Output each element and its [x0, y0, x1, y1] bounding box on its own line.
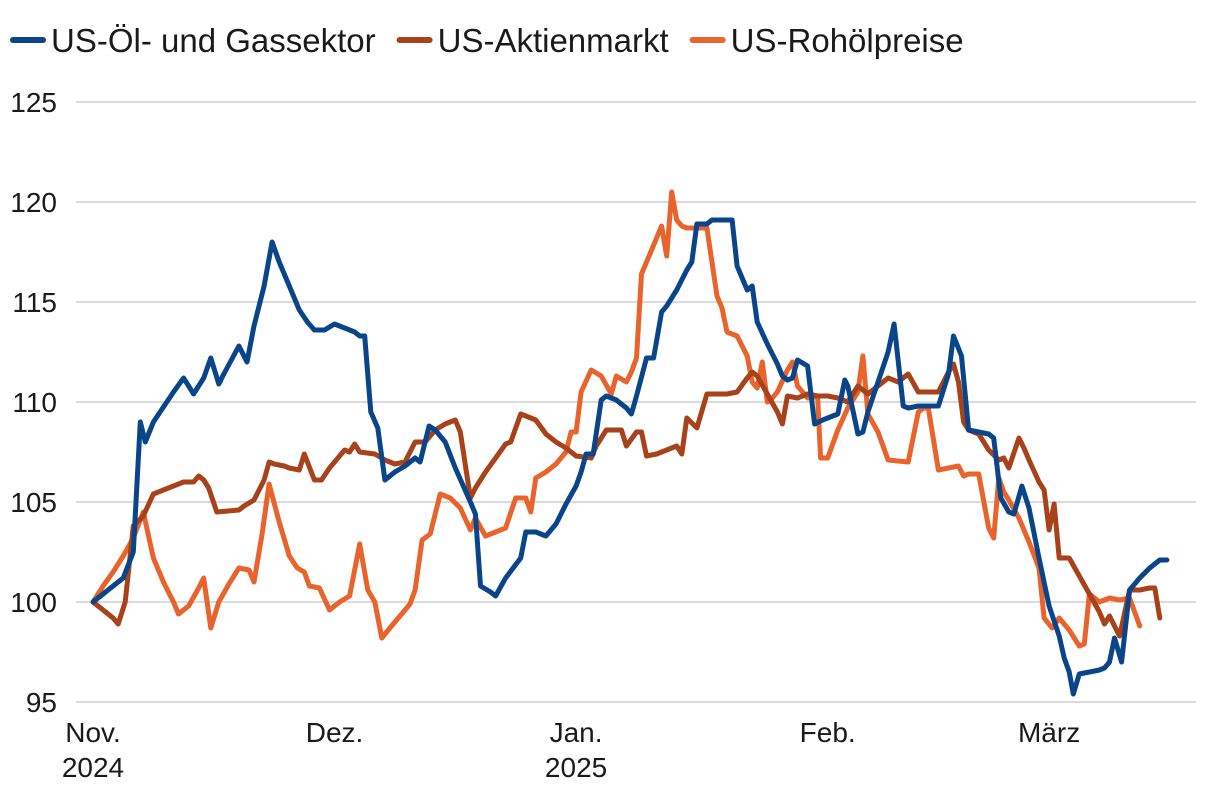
legend-label: US-Rohölpreise	[731, 22, 964, 59]
y-tick-label: 120	[10, 187, 57, 218]
series-line-0	[90, 217, 1170, 697]
y-tick-label: 105	[10, 487, 57, 518]
legend-label: US-Aktienmarkt	[438, 22, 669, 59]
y-gridlines	[76, 101, 1196, 703]
y-tick-label: 110	[12, 387, 57, 418]
x-tick-label: März	[1018, 717, 1080, 748]
x-tick-label: Feb.	[800, 717, 856, 748]
x-axis-tick-labels: Nov. 2024 Dez. Jan. 2025 Feb. März	[62, 717, 1080, 783]
series-line-2	[90, 189, 1143, 649]
y-tick-label: 125	[10, 87, 57, 118]
y-tick-label: 115	[12, 287, 57, 318]
series-line-1	[90, 361, 1163, 639]
x-tick-label: 2025	[545, 752, 607, 783]
legend-label: US-Öl- und Gassektor	[51, 22, 376, 59]
x-tick-label: 2024	[62, 752, 124, 783]
y-tick-label: 100	[10, 587, 57, 618]
y-tick-label: 95	[26, 687, 57, 718]
y-axis-tick-labels: 95 100 105 110 115 120 125	[10, 87, 57, 718]
x-tick-label: Jan.	[550, 717, 603, 748]
x-tick-label: Nov.	[65, 717, 121, 748]
chart-legend: US-Öl- und Gassektor US-Aktienmarkt US-Roh…	[10, 22, 964, 59]
series-lines	[90, 189, 1170, 697]
x-tick-label: Dez.	[306, 717, 364, 748]
